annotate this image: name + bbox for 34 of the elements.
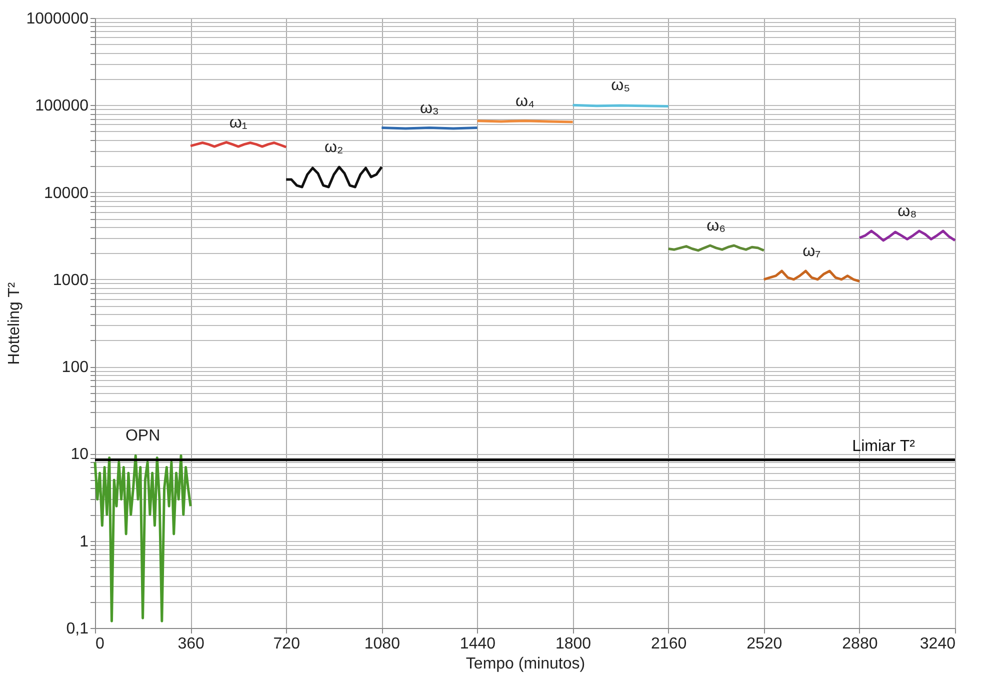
x-tick-label: 720 [273,636,300,652]
series-label: ω₄ [515,92,535,110]
series-label: ω₆ [706,218,726,235]
y-tick-label: 10 [70,446,89,464]
series-label: ω₂ [324,139,344,156]
y-tick-label: 1 [80,533,89,550]
y-tick-label: 100 [62,359,89,376]
series-label: ω₁ [229,114,248,132]
x-tick-label: 2520 [746,636,782,652]
ref-line-label: Limiar T² [852,438,916,455]
y-tick-label: 1000000 [26,10,89,28]
x-axis-title: Tempo (minutos) [466,656,586,672]
x-tick-label: 2880 [842,636,878,652]
y-tick-label: 0,1 [66,620,89,638]
series-label: ω₅ [611,77,630,94]
y-tick-label: 100000 [35,98,89,115]
line-series [762,270,861,283]
x-tick-label: 3240 [920,636,956,652]
x-tick-label: 2160 [651,636,687,652]
y-axis-title: Hotteling T² [6,282,24,365]
line-series [284,166,383,188]
series-label: ω₈ [898,202,917,220]
x-tick-label: 360 [178,636,204,652]
y-tick-label: 10000 [44,184,89,202]
line-series [858,230,956,242]
x-tick-label: 0 [96,636,104,652]
series-label: ω₃ [420,100,439,117]
y-tick-label: 1000 [52,272,89,289]
series-label: ω₇ [802,242,821,260]
x-tick-label: 1080 [364,636,400,652]
x-tick-label: 1800 [555,636,592,652]
x-tick-label: 1440 [460,636,496,652]
line-series [94,454,192,622]
series-label: OPN [125,428,160,445]
